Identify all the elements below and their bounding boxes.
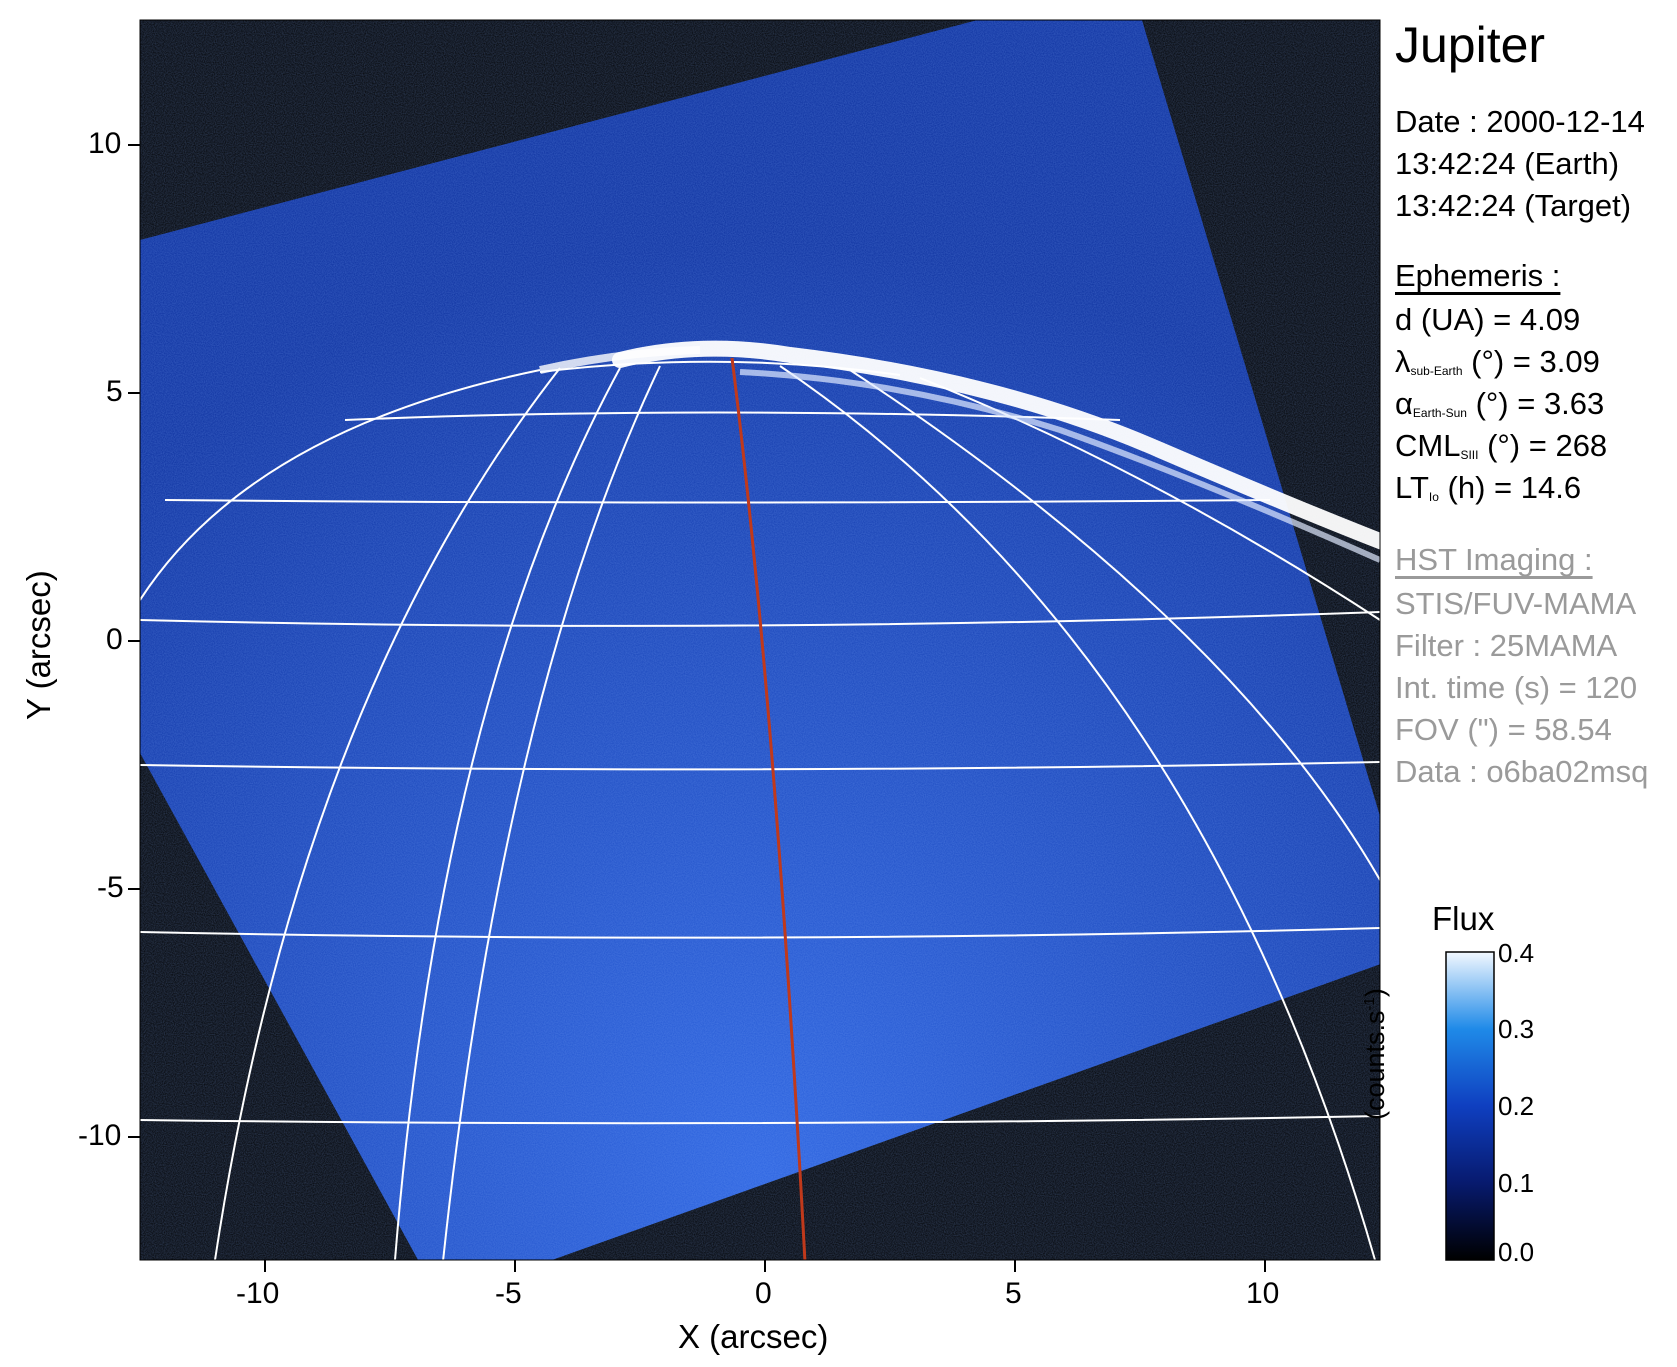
y-tick-label: 10 <box>88 127 122 160</box>
y-axis-label: Y (arcsec) <box>20 570 57 720</box>
colorbar-tick: 0.0 <box>1498 1237 1535 1267</box>
hst-header: HST Imaging : <box>1395 542 1593 577</box>
y-tick-label: 0 <box>106 623 123 656</box>
io-local-time: LTIo (h) = 14.6 <box>1395 470 1582 505</box>
target-time: 13:42:24 (Target) <box>1395 188 1632 223</box>
distance-value: d (UA) = 4.09 <box>1395 302 1581 337</box>
target-name: Jupiter <box>1395 17 1546 73</box>
y-tick-label: 5 <box>106 375 123 408</box>
latitude-grid <box>140 360 1380 1125</box>
axis-ticks <box>128 144 1266 1272</box>
x-tick-label: -10 <box>236 1277 280 1310</box>
x-tick-label: 10 <box>1246 1277 1280 1310</box>
hst-integration-time: Int. time (s) = 120 <box>1395 670 1638 705</box>
colorbar-title: Flux <box>1432 900 1495 937</box>
hst-instrument: STIS/FUV-MAMA <box>1395 586 1637 621</box>
colorbar <box>1445 951 1495 1261</box>
colorbar-tick: 0.3 <box>1498 1014 1535 1044</box>
planet-limb <box>140 369 541 601</box>
x-tick-label: -5 <box>495 1277 522 1310</box>
colorbar-unit: (counts.s-1) <box>1360 988 1390 1120</box>
aurora-emission <box>539 340 1380 563</box>
x-tick-label: 5 <box>1005 1277 1022 1310</box>
colorbar-tick: 0.4 <box>1498 938 1535 968</box>
colorbar-tick: 0.1 <box>1498 1168 1535 1198</box>
y-tick-label: -5 <box>97 871 124 904</box>
colorbar-tick: 0.2 <box>1498 1091 1535 1121</box>
hst-filter: Filter : 25MAMA <box>1395 628 1618 663</box>
x-axis-label: X (arcsec) <box>678 1318 829 1355</box>
phase-angle: αEarth-Sun (°) = 3.63 <box>1395 386 1605 421</box>
x-tick-label: 0 <box>755 1277 772 1310</box>
image-noise <box>140 20 1380 1260</box>
sub-earth-latitude: λsub-Earth (°) = 3.09 <box>1395 344 1600 379</box>
ephemeris-header: Ephemeris : <box>1395 258 1561 293</box>
hst-data-id: Data : o6ba02msq <box>1395 754 1649 789</box>
central-meridian <box>730 357 807 1260</box>
hst-fov: FOV (") = 58.54 <box>1395 712 1612 747</box>
earth-time: 13:42:24 (Earth) <box>1395 146 1620 181</box>
longitude-grid <box>214 365 1380 1260</box>
date-line: Date : 2000-12-14 <box>1395 104 1645 139</box>
y-tick-label: -10 <box>78 1119 122 1152</box>
central-meridian-longitude: CMLSIII (°) = 268 <box>1395 428 1608 463</box>
